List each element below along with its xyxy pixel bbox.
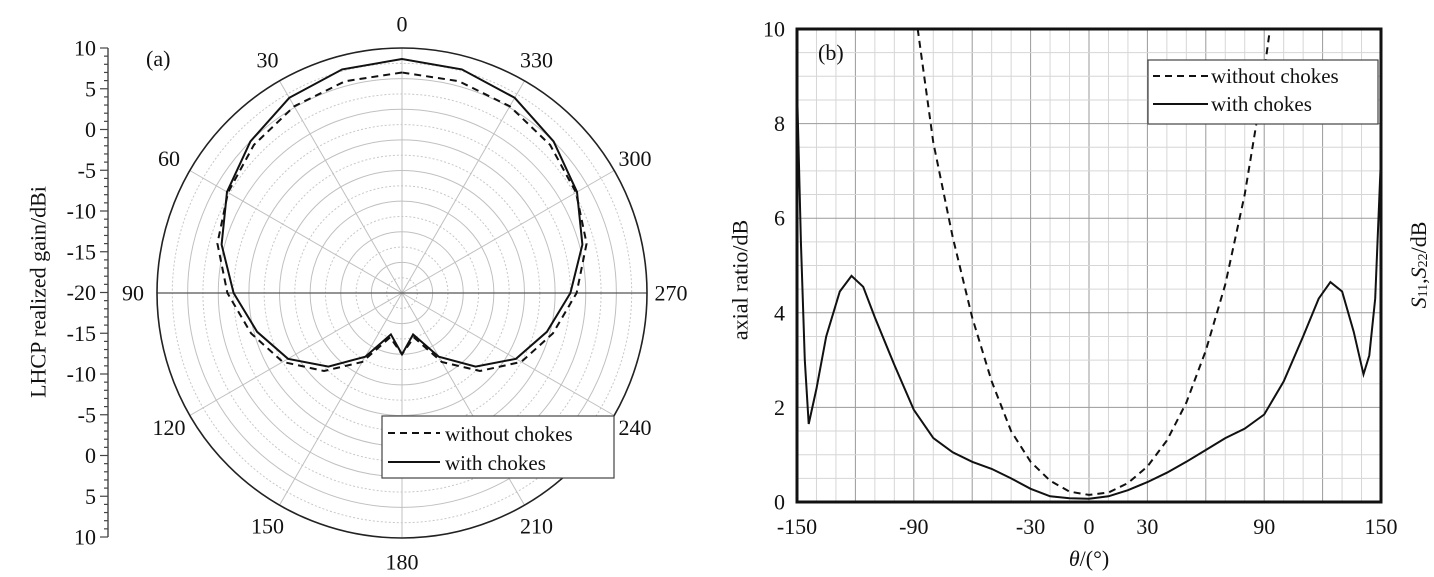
radial-tick-label: -5 <box>78 158 96 183</box>
polar-spoke <box>401 292 615 416</box>
radial-tick-label: -5 <box>78 402 96 427</box>
x-tick-label: -90 <box>899 514 928 539</box>
polar-angle-label: 60 <box>158 146 180 171</box>
polar-angle-label: 30 <box>257 48 279 73</box>
x-axis-title: θ/(°) <box>1069 546 1109 571</box>
x-axis-ticks: -150 -90 -30 0 30 90 150 <box>777 514 1398 539</box>
polar-spoke <box>401 170 615 294</box>
polar-angle-label: 210 <box>520 513 553 538</box>
radial-tick-label: 10 <box>74 525 96 550</box>
radial-tick-label: 5 <box>85 76 96 101</box>
y-tick-label: 2 <box>774 395 785 420</box>
polar-legend-label-with: with chokes <box>445 451 546 475</box>
line-chart-curves <box>796 28 1382 500</box>
polar-spoke <box>279 80 403 294</box>
polar-angle-label: 270 <box>655 281 688 306</box>
polar-spoke <box>189 170 403 294</box>
panel-label-a: (a) <box>146 46 170 71</box>
polar-series-with-chokes <box>220 57 584 368</box>
polar-angle-label: 0 <box>397 12 408 37</box>
polar-spoke <box>189 292 403 416</box>
line-series-with-chokes <box>796 85 1382 500</box>
polar-angle-label: 120 <box>153 415 186 440</box>
line-series-without-chokes <box>916 28 1271 496</box>
y-axis-ticks: 0 2 4 6 8 10 <box>763 17 785 515</box>
y-tick-label: 4 <box>774 300 785 325</box>
polar-spoke <box>279 292 403 506</box>
x-tick-label: -150 <box>777 514 817 539</box>
polar-angle-label: 90 <box>122 281 144 306</box>
radial-tick-label: 10 <box>74 36 96 61</box>
polar-spoke <box>401 80 525 294</box>
polar-angle-label: 300 <box>618 146 651 171</box>
radial-axis-title: LHCP realized gain/dBi <box>26 186 51 398</box>
radial-tick-label: -15 <box>67 321 96 346</box>
line-legend-label-with: with chokes <box>1211 92 1312 116</box>
polar-legend: without chokes with chokes <box>381 415 615 479</box>
plot-frame <box>795 27 1383 504</box>
radial-tick-label: -10 <box>67 199 96 224</box>
polar-angle-labels: 0 30 60 90 120 150 180 210 240 270 300 330 <box>122 12 688 575</box>
radial-axis: 10 5 0 -5 -10 -15 -20 -15 -10 -5 0 5 10 <box>67 36 109 550</box>
line-legend-box <box>1147 59 1379 125</box>
y-tick-label: 10 <box>763 17 785 42</box>
polar-curves <box>216 57 588 373</box>
x-tick-label: -30 <box>1016 514 1045 539</box>
radial-tick-label: -15 <box>67 239 96 264</box>
polar-chart: 0 30 60 90 120 150 180 210 240 270 300 330 <box>122 12 688 575</box>
y-tick-label: 8 <box>774 111 785 136</box>
polar-angle-label: 240 <box>618 415 651 440</box>
x-tick-label: 150 <box>1365 514 1398 539</box>
polar-legend-label-without: without chokes <box>445 422 573 446</box>
radial-tick-label: -20 <box>67 280 96 305</box>
y-axis-title: axial ratio/dB <box>728 220 753 340</box>
y-tick-label: 0 <box>774 490 785 515</box>
x-tick-label: 30 <box>1136 514 1158 539</box>
panel-label-b: (b) <box>818 40 844 65</box>
polar-angle-label: 330 <box>520 48 553 73</box>
radial-tick-label: 0 <box>85 443 96 468</box>
x-tick-label: 90 <box>1253 514 1275 539</box>
line-legend-label-without: without chokes <box>1211 64 1339 88</box>
radial-tick-label: 0 <box>85 117 96 142</box>
radial-tick-label: 5 <box>85 484 96 509</box>
radial-tick-label: -10 <box>67 362 96 387</box>
polar-legend-box <box>381 415 615 479</box>
polar-angle-label: 180 <box>386 550 419 575</box>
polar-outer-ring <box>156 47 648 539</box>
y-tick-label: 6 <box>774 206 785 231</box>
y-axis-title-right: S11,S22/dB <box>1406 222 1431 309</box>
polar-angle-label: 150 <box>251 513 284 538</box>
line-legend: without chokes with chokes <box>1147 59 1379 125</box>
line-chart-grid <box>796 28 1382 503</box>
line-chart: -150 -90 -30 0 30 90 150 0 2 4 6 8 10 <box>763 17 1398 540</box>
x-tick-label: 0 <box>1084 514 1095 539</box>
